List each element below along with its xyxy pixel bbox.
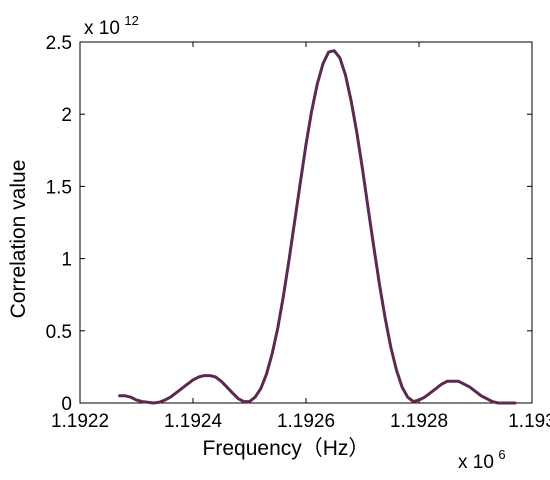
x-tick-label: 1.193	[508, 411, 550, 432]
y-multiplier-label: x 10 12	[84, 13, 139, 39]
plot-frame	[79, 41, 533, 404]
y-tick-label: 0.5	[46, 322, 72, 343]
x-tick-label: 1.1922	[51, 411, 109, 432]
x-multiplier-base: x 10	[458, 452, 494, 473]
y-multiplier-base: x 10	[84, 18, 120, 39]
x-multiplier-exponent: 6	[498, 447, 505, 462]
y-axis-title: Correlation value	[7, 160, 30, 319]
y-tick-label: 0	[61, 394, 72, 415]
x-multiplier-label: x 10 6	[458, 447, 506, 473]
y-tick-label: 2	[61, 105, 72, 126]
y-tick-label: 1	[61, 250, 72, 271]
x-tick-label: 1.1924	[164, 411, 223, 432]
x-axis-title: Frequency（Hz）	[203, 437, 370, 460]
x-tick-label: 1.1926	[277, 411, 335, 432]
y-multiplier-exponent: 12	[124, 13, 138, 28]
y-tick-label: 1.5	[46, 177, 72, 198]
y-tick-label: 2.5	[46, 33, 72, 54]
correlation-series-line	[118, 49, 517, 405]
x-tick-label: 1.1928	[390, 411, 448, 432]
